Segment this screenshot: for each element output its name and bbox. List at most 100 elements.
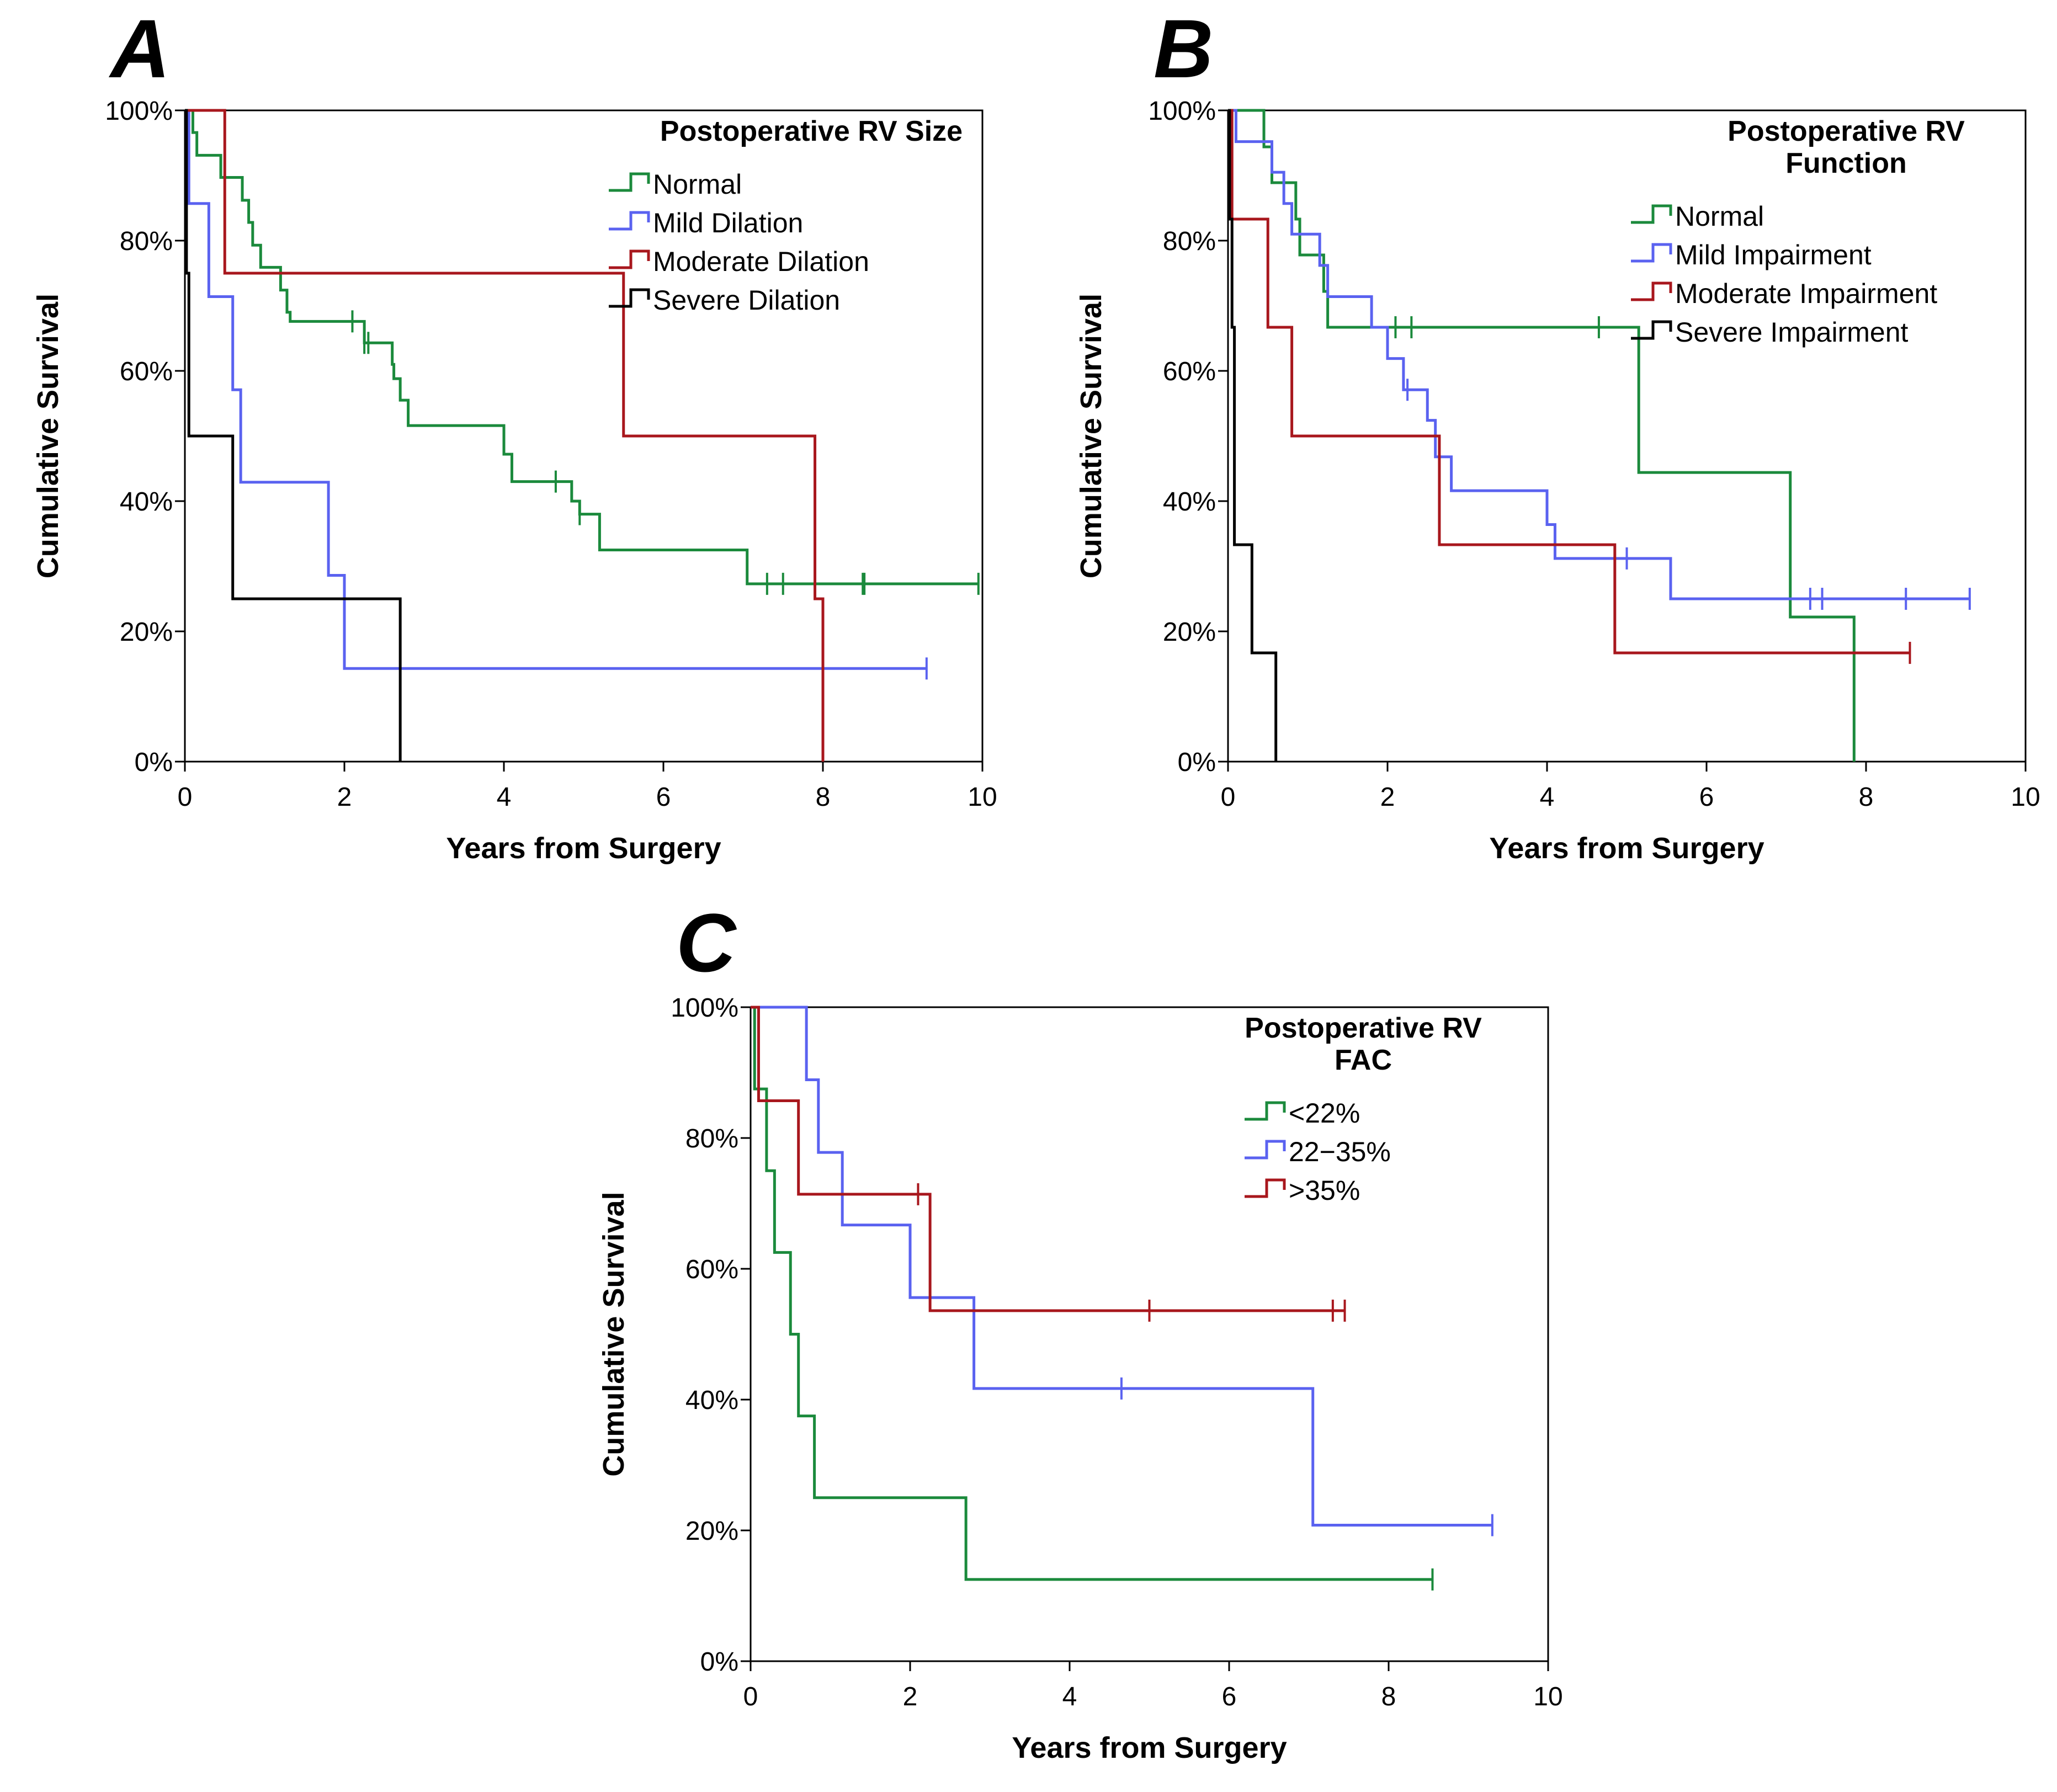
- x-tick-label: 0: [743, 1682, 758, 1711]
- chart-panel-b: B 0% 20% 40% 60% 80% 100% 0 2 4 6 8 10 Years from Sur…: [1075, 2, 2040, 865]
- plot-frame: [184, 109, 984, 763]
- series-1: [1228, 109, 1971, 610]
- series-2: [751, 1006, 1346, 1322]
- y-tick-label: 20%: [685, 1517, 738, 1546]
- x-axis-title: Years from Surgery: [1012, 1731, 1287, 1764]
- y-tick-label: 60%: [685, 1255, 738, 1284]
- y-tick-label: 100%: [105, 97, 173, 126]
- x-tick-label: 4: [497, 783, 512, 812]
- survival-curve: [185, 109, 825, 762]
- survival-curve: [185, 109, 402, 762]
- series-2: [185, 109, 825, 762]
- panel-letter: B: [1154, 2, 1213, 95]
- series-3: [1228, 109, 1278, 762]
- legend-swatch: [609, 211, 650, 231]
- legend-swatch: [1245, 1178, 1286, 1198]
- x-tick-label: 0: [178, 783, 193, 812]
- x-tick-label: 2: [1380, 783, 1395, 812]
- x-axis-title: Years from Surgery: [446, 832, 721, 865]
- series-0: [185, 109, 980, 595]
- chart-panel-a: A 0% 20% 40% 60% 80% 100% 0 2 4 6 8 10 Years from Sur…: [31, 2, 997, 865]
- legend-swatch: [609, 288, 650, 308]
- y-tick-label: 0%: [135, 748, 173, 777]
- legend-label: Mild Impairment: [1675, 240, 1872, 270]
- legend-label: Severe Impairment: [1675, 317, 1908, 348]
- y-tick-label: 40%: [120, 487, 173, 517]
- x-tick-label: 4: [1540, 783, 1555, 812]
- survival-curve: [185, 109, 927, 670]
- x-tick-label: 6: [1222, 1682, 1237, 1711]
- y-tick-label: 60%: [120, 357, 173, 386]
- survival-curve: [751, 1006, 1433, 1581]
- y-tick-label: 0%: [700, 1647, 738, 1677]
- plot-frame: [750, 1006, 1549, 1662]
- series-0: [751, 1006, 1434, 1591]
- legend-title: Postoperative RV: [1245, 1012, 1482, 1044]
- survival-curve: [185, 109, 979, 586]
- plot-frame: [1227, 109, 2027, 763]
- legend-label: Severe Dilation: [653, 285, 840, 316]
- legend-label: Normal: [653, 169, 742, 200]
- y-tick-label: 20%: [120, 618, 173, 647]
- survival-curve: [1228, 109, 1910, 655]
- legend-swatch: [1245, 1101, 1286, 1121]
- legend-label: <22%: [1289, 1098, 1360, 1129]
- panel-letter: A: [108, 2, 170, 95]
- y-tick-label: 20%: [1163, 618, 1216, 647]
- legend-swatch: [1245, 1140, 1286, 1160]
- survival-curve: [751, 1006, 1492, 1527]
- legend-label: Mild Dilation: [653, 208, 803, 238]
- survival-curve: [1228, 109, 1278, 762]
- x-tick-label: 2: [903, 1682, 918, 1711]
- y-tick-label: 40%: [685, 1386, 738, 1415]
- x-tick-label: 10: [968, 783, 997, 812]
- x-tick-label: 6: [1699, 783, 1714, 812]
- y-tick-label: 80%: [685, 1124, 738, 1153]
- x-tick-label: 2: [337, 783, 352, 812]
- legend-swatch: [1631, 281, 1672, 301]
- panel-letter: C: [676, 896, 737, 989]
- legend-swatch: [609, 172, 650, 192]
- y-axis-title: Cumulative Survival: [31, 294, 65, 578]
- chart-panel-c: C 0% 20% 40% 60% 80% 100% 0 2 4 6 8 10 Years from Sur…: [597, 896, 1563, 1764]
- y-axis-title: Cumulative Survival: [1075, 294, 1108, 578]
- legend-label: 22−35%: [1289, 1136, 1391, 1167]
- x-tick-label: 8: [1381, 1682, 1396, 1711]
- x-axis-title: Years from Surgery: [1489, 832, 1764, 865]
- y-tick-label: 80%: [120, 227, 173, 256]
- survival-curve: [1228, 109, 1970, 600]
- survival-curve: [751, 1006, 1345, 1312]
- y-tick-label: 0%: [1178, 748, 1216, 777]
- y-tick-label: 100%: [1148, 97, 1216, 126]
- legend: Postoperative RV Size Normal Mild Dilation…: [609, 115, 963, 316]
- legend-swatch: [1631, 243, 1672, 263]
- legend-title: FAC: [1335, 1044, 1392, 1076]
- y-tick-label: 60%: [1163, 357, 1216, 386]
- legend-label: Moderate Impairment: [1675, 278, 1937, 309]
- x-tick-label: 8: [1859, 783, 1874, 812]
- series-1: [185, 109, 928, 680]
- x-tick-label: 8: [816, 783, 831, 812]
- legend-swatch: [1631, 204, 1672, 224]
- legend-swatch: [609, 249, 650, 269]
- legend-label: >35%: [1289, 1175, 1360, 1206]
- x-tick-label: 0: [1221, 783, 1236, 812]
- x-tick-label: 4: [1062, 1682, 1077, 1711]
- x-tick-label: 10: [2011, 783, 2040, 812]
- legend-title: Postoperative RV Size: [660, 115, 963, 147]
- legend-title: Function: [1785, 147, 1907, 179]
- legend-swatch: [1631, 320, 1672, 340]
- legend-label: Normal: [1675, 201, 1764, 232]
- x-tick-label: 10: [1533, 1682, 1562, 1711]
- y-tick-label: 100%: [671, 993, 738, 1023]
- y-tick-label: 40%: [1163, 487, 1216, 517]
- series-2: [1228, 109, 1911, 664]
- y-tick-label: 80%: [1163, 227, 1216, 256]
- series-1: [751, 1006, 1493, 1536]
- legend-label: Moderate Dilation: [653, 246, 869, 277]
- x-tick-label: 6: [656, 783, 671, 812]
- y-axis-title: Cumulative Survival: [597, 1192, 630, 1476]
